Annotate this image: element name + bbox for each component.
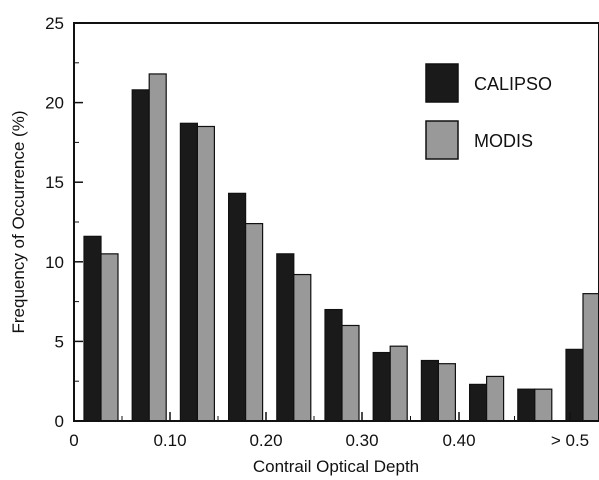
y-tick-label: 5 — [55, 332, 64, 351]
legend-label-modis: MODIS — [474, 131, 533, 151]
bar-modis-1 — [148, 73, 167, 422]
x-tick-label: 0.30 — [345, 431, 378, 450]
bar-modis-5 — [341, 324, 360, 422]
legend: CALIPSO MODIS — [425, 63, 552, 160]
bar-calipso-10 — [565, 348, 584, 422]
y-tick-label: 20 — [45, 94, 64, 113]
x-tick-label: 0 — [69, 431, 78, 450]
bar-modis-7 — [437, 363, 456, 422]
bar-modis-10 — [582, 293, 599, 422]
legend-swatch-modis — [425, 120, 459, 160]
bar-calipso-2 — [179, 122, 198, 422]
bars-group — [83, 73, 599, 422]
x-tick-label: 0.20 — [249, 431, 282, 450]
y-tick-label: 0 — [55, 412, 64, 431]
x-axis-title: Contrail Optical Depth — [253, 457, 419, 476]
x-tick-label: > 0.5 — [551, 431, 589, 450]
y-tick-label: 15 — [45, 173, 64, 192]
bar-calipso-4 — [276, 253, 295, 422]
bar-modis-4 — [293, 273, 312, 422]
legend-swatch-calipso — [425, 63, 459, 103]
bar-calipso-8 — [469, 383, 488, 422]
bar-modis-9 — [534, 388, 553, 422]
y-tick-label: 25 — [45, 14, 64, 33]
bar-calipso-7 — [420, 359, 439, 422]
bar-modis-8 — [486, 375, 505, 422]
bar-modis-0 — [100, 253, 119, 422]
bar-modis-6 — [389, 345, 408, 422]
y-tick-label: 10 — [45, 253, 64, 272]
x-axis: 0 0.10 0.20 0.30 0.40 > 0.5 — [69, 412, 589, 450]
y-axis: 0 5 10 15 20 25 — [45, 14, 83, 431]
bar-modis-3 — [245, 222, 264, 422]
y-axis-title: Frequency of Occurrence (%) — [9, 111, 28, 334]
bar-calipso-3 — [228, 192, 247, 422]
bar-calipso-5 — [324, 308, 343, 422]
bar-calipso-1 — [131, 89, 150, 422]
bar-calipso-9 — [517, 388, 536, 422]
bar-modis-2 — [196, 125, 215, 422]
x-tick-label: 0.40 — [442, 431, 475, 450]
legend-label-calipso: CALIPSO — [474, 74, 552, 94]
bar-calipso-6 — [372, 351, 391, 422]
x-tick-label: 0.10 — [153, 431, 186, 450]
bar-calipso-0 — [83, 235, 102, 422]
